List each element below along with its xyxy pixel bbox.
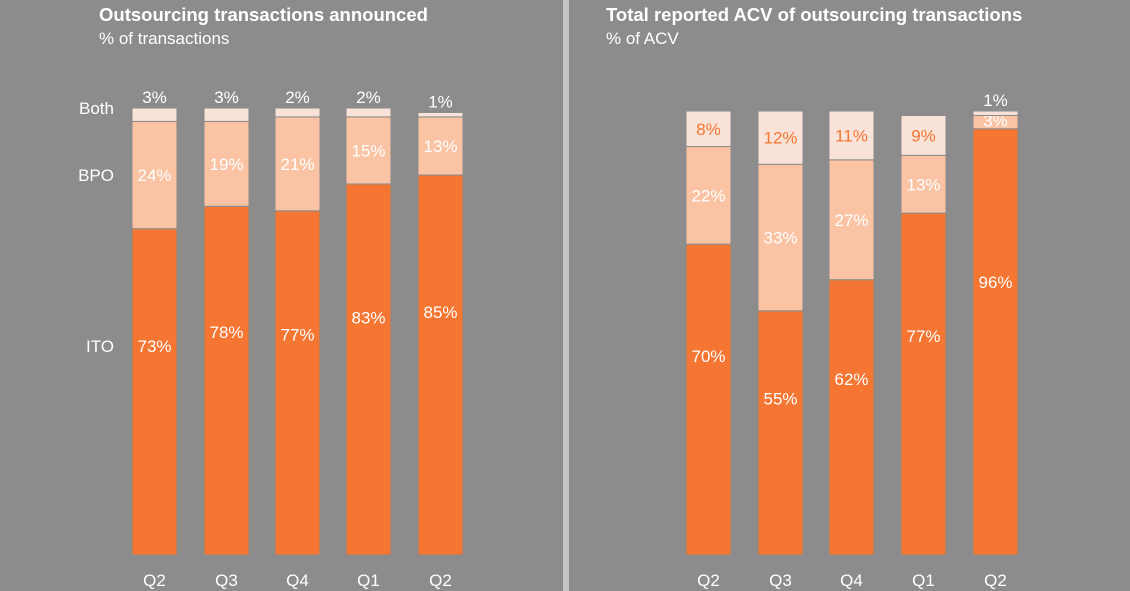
data-label-both: 11% — [835, 126, 868, 145]
series-label-ito: ITO — [86, 337, 114, 356]
category-label: Q1 — [357, 571, 380, 590]
bar-segment-bpo — [203, 120, 250, 207]
data-label-both: 3% — [142, 88, 167, 107]
data-label-bpo: 33% — [763, 229, 797, 248]
bar-segment-bpo — [131, 120, 178, 230]
category-label: Q2 — [429, 571, 452, 590]
category-label: Q1 — [912, 571, 935, 590]
bar-segment-both — [203, 107, 250, 122]
data-label-ito: 85% — [423, 303, 457, 322]
bar-segment-both — [828, 110, 875, 161]
data-label-both: 1% — [983, 91, 1008, 110]
bar-segment-ito — [828, 279, 875, 556]
category-label: Q4 — [286, 571, 309, 590]
data-label-bpo: 15% — [351, 141, 385, 160]
stacked-bar-chart-transactions: 73% 24% 3% Q2 78% 19% 3% Q3 77% 21% 2% Q4 83% 15% 2% Q1… — [78, 88, 464, 590]
data-label-both: 3% — [214, 88, 239, 107]
category-label: Q4 — [840, 571, 863, 590]
data-label-ito: 62% — [834, 370, 868, 389]
bar-segment-both — [131, 107, 178, 122]
bar-segment-both — [345, 107, 392, 118]
data-label-ito: 55% — [763, 390, 797, 409]
bar-segment-both — [417, 111, 464, 118]
data-label-bpo: 13% — [423, 137, 457, 156]
bar-segment-both — [685, 110, 732, 148]
bar-segment-bpo — [685, 146, 732, 245]
bar-segment-ito — [274, 210, 321, 556]
category-label: Q2 — [697, 571, 720, 590]
chart-panel-acv: Total reported ACV of outsourcing transa… — [569, 0, 1130, 591]
bar-segment-both — [972, 110, 1019, 116]
data-label-both: 9% — [911, 126, 936, 145]
data-label-ito: 77% — [280, 326, 314, 345]
stacked-bar-chart-acv: 70% 22% 8% Q2 55% 33% 12% Q3 62% 27% 11% Q4 77% 13% 9%… — [685, 91, 1019, 590]
data-label-bpo: 3% — [983, 111, 1008, 130]
data-label-ito: 73% — [137, 337, 171, 356]
bar-segment-ito — [417, 174, 464, 556]
bar-segment-ito — [131, 228, 178, 556]
bar-segment-bpo — [274, 116, 321, 212]
series-label-both: Both — [79, 99, 114, 118]
bar-segment-ito — [757, 310, 804, 556]
bar-segment-ito — [685, 243, 732, 556]
bar-segment-both — [900, 114, 947, 156]
data-label-both: 8% — [696, 120, 721, 139]
bar-segment-bpo — [900, 154, 947, 214]
chart-title: Outsourcing transactions announced — [99, 4, 428, 25]
bar-segment-ito — [203, 205, 250, 556]
bar-segment-ito — [345, 183, 392, 556]
category-label: Q2 — [143, 571, 166, 590]
data-label-ito: 70% — [691, 347, 725, 366]
panel-divider — [563, 0, 569, 591]
bar-segment-ito — [972, 128, 1019, 556]
category-label: Q3 — [769, 571, 792, 590]
data-label-ito: 77% — [906, 327, 940, 346]
chart-title: Total reported ACV of outsourcing transa… — [606, 4, 1023, 25]
bar-segment-bpo — [828, 159, 875, 281]
category-label: Q3 — [215, 571, 238, 590]
bar-segment-bpo — [757, 163, 804, 312]
series-label-bpo: BPO — [78, 166, 114, 185]
data-label-bpo: 27% — [834, 211, 868, 230]
chart-panel-transactions: Outsourcing transactions announced % of … — [0, 0, 563, 591]
data-label-both: 2% — [285, 88, 310, 107]
data-label-ito: 78% — [209, 323, 243, 342]
data-label-both: 2% — [356, 88, 381, 107]
data-label-bpo: 22% — [691, 186, 725, 205]
chart-subtitle: % of ACV — [606, 29, 679, 48]
data-label-ito: 83% — [351, 309, 385, 328]
data-label-bpo: 13% — [906, 175, 940, 194]
chart-subtitle: % of transactions — [99, 29, 230, 48]
data-label-both: 12% — [763, 129, 797, 148]
bar-segment-ito — [900, 212, 947, 556]
bar-segment-both — [757, 110, 804, 165]
bar-segment-both — [274, 107, 321, 118]
data-label-ito: 96% — [978, 273, 1012, 292]
category-label: Q2 — [984, 571, 1007, 590]
data-label-bpo: 21% — [280, 155, 314, 174]
data-label-both: 1% — [428, 92, 453, 111]
data-label-bpo: 24% — [137, 166, 171, 185]
data-label-bpo: 19% — [209, 155, 243, 174]
